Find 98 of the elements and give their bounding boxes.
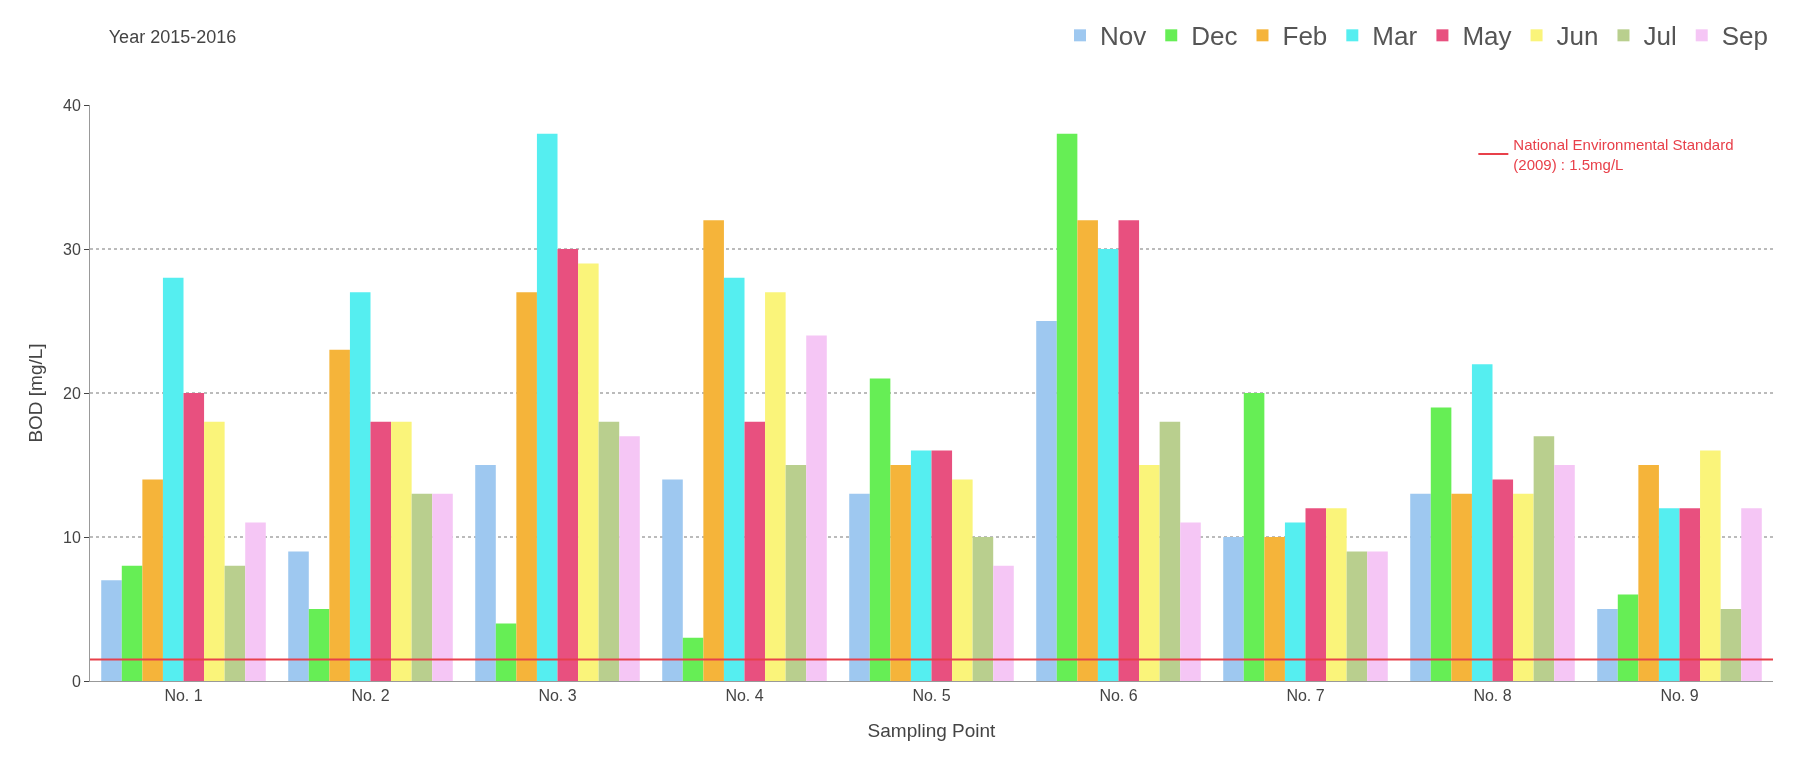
bar — [849, 493, 870, 681]
bar — [1264, 537, 1285, 681]
bar — [1180, 522, 1201, 681]
bar — [972, 537, 994, 681]
bar — [1410, 493, 1431, 681]
bar — [121, 565, 143, 681]
bar — [682, 637, 704, 681]
bar — [329, 349, 350, 681]
y-tick-label: 20 — [63, 384, 81, 402]
bar — [1513, 493, 1534, 681]
legend-label: Dec — [1191, 21, 1238, 52]
y-axis-title: BOD [mg/L] — [24, 343, 46, 443]
y-tick-label: 0 — [71, 672, 81, 690]
bar — [598, 421, 620, 681]
bar — [578, 263, 599, 681]
bar — [1471, 364, 1493, 681]
bar — [411, 493, 433, 681]
bar — [308, 609, 330, 681]
x-tick-label: No. 7 — [1286, 687, 1325, 705]
bar — [1056, 133, 1078, 681]
bar — [288, 551, 309, 681]
legend-label: National Environmental Standard (2009) : 1.5mg/L — [1513, 136, 1734, 173]
bar — [1638, 465, 1659, 681]
bar — [475, 465, 496, 681]
bar — [1597, 609, 1618, 681]
bar — [785, 465, 807, 681]
legend-label: Jun — [1556, 21, 1599, 52]
bar — [869, 378, 891, 681]
bar — [391, 421, 412, 681]
bar — [1118, 220, 1140, 681]
bar — [1741, 508, 1762, 681]
bar — [1159, 421, 1181, 681]
bar — [806, 335, 827, 681]
bar — [723, 277, 745, 681]
bar — [370, 421, 392, 681]
bar — [1700, 450, 1721, 681]
bar — [245, 522, 266, 681]
bar — [1451, 493, 1472, 681]
x-tick-label: No. 5 — [912, 687, 951, 705]
bar — [662, 479, 683, 681]
bar — [1097, 249, 1119, 681]
bar — [1658, 508, 1680, 681]
legend-label: Mar — [1372, 21, 1418, 52]
x-tick-label: No. 8 — [1473, 687, 1512, 705]
bar — [1533, 436, 1555, 681]
bar — [890, 465, 911, 681]
bar — [162, 277, 184, 681]
legend-label: May — [1462, 21, 1512, 52]
bar — [952, 479, 973, 681]
x-tick-label: No. 6 — [1099, 687, 1138, 705]
y-tick-label: 10 — [63, 528, 81, 546]
bar — [910, 450, 932, 681]
bar — [142, 479, 163, 681]
bar — [1617, 594, 1639, 681]
bar — [1077, 220, 1098, 681]
bar — [1720, 609, 1742, 681]
bar — [1679, 508, 1701, 681]
bar — [495, 623, 517, 681]
bar — [183, 393, 205, 681]
bar — [1492, 479, 1514, 681]
legend-label: Sep — [1721, 21, 1768, 52]
x-tick-label: No. 4 — [725, 687, 764, 705]
bar — [536, 133, 558, 681]
bar — [1367, 551, 1388, 681]
x-tick-label: No. 1 — [164, 687, 203, 705]
bar — [931, 450, 953, 681]
bar — [703, 220, 724, 681]
bar — [557, 249, 579, 681]
bar — [1554, 465, 1575, 681]
bar — [619, 436, 640, 681]
bar — [224, 565, 246, 681]
bar — [101, 580, 122, 681]
bar — [1346, 551, 1368, 681]
bar — [1243, 393, 1265, 681]
x-tick-label: No. 2 — [351, 687, 390, 705]
bar — [349, 292, 371, 681]
bar — [1036, 321, 1057, 681]
legend-label: Nov — [1100, 21, 1147, 52]
bar — [993, 565, 1014, 681]
legend-label: Jul — [1643, 21, 1677, 52]
bar — [744, 421, 766, 681]
bar — [204, 421, 225, 681]
bar — [1284, 522, 1306, 681]
bar — [1326, 508, 1347, 681]
chart-title: Year 2015-2016 — [108, 27, 237, 48]
x-tick-label: No. 3 — [538, 687, 577, 705]
bar — [432, 493, 453, 681]
y-tick-label: 30 — [63, 240, 81, 258]
bar — [1305, 508, 1327, 681]
bar — [1223, 537, 1244, 681]
bar — [765, 292, 786, 681]
x-tick-label: No. 9 — [1660, 687, 1699, 705]
x-axis-title: Sampling Point — [867, 720, 997, 741]
bar — [1430, 407, 1452, 681]
legend-label: Feb — [1282, 21, 1328, 52]
bar — [516, 292, 537, 681]
bar — [1139, 465, 1160, 681]
y-tick-label: 40 — [63, 96, 81, 114]
